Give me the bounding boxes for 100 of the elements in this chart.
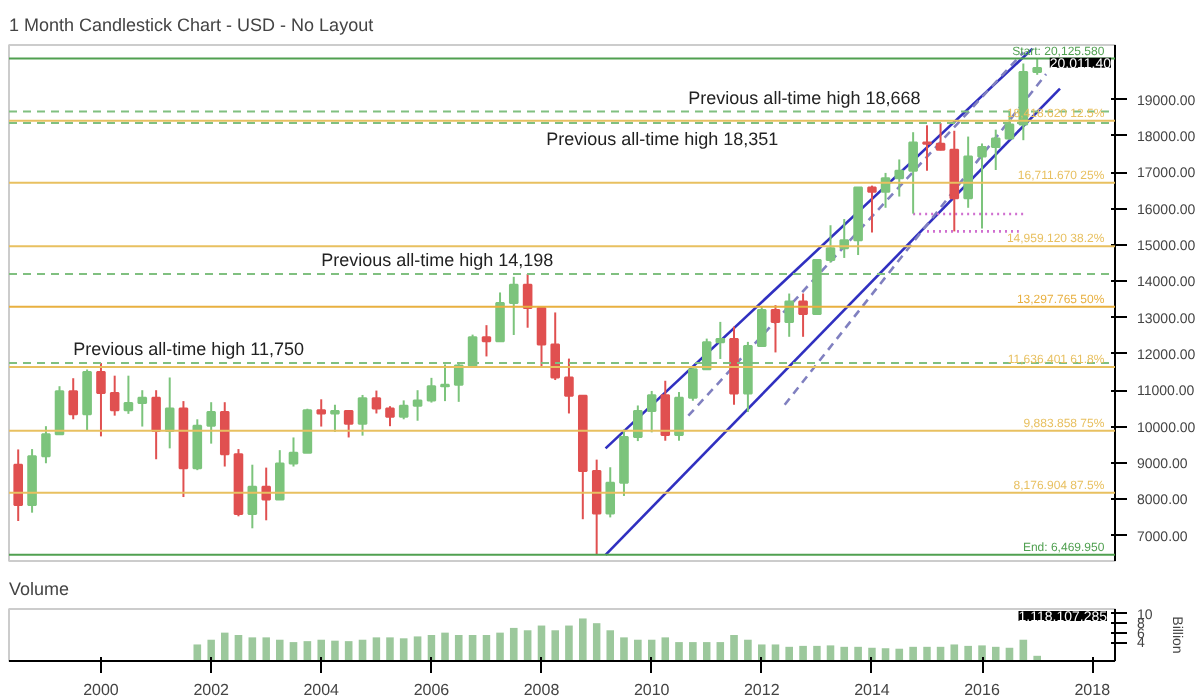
candlestick [123,374,134,415]
candlestick [674,391,684,442]
x-tick-label: 2000 [83,681,120,699]
candlestick [82,368,92,432]
candlestick [591,458,602,556]
bar [509,627,518,661]
chart-title: 1 Month Candlestick Chart - USD - No Layout [9,15,375,35]
candlestick [206,401,216,445]
bar [744,639,752,661]
candlestick [619,428,629,497]
candlestick [302,407,313,454]
x-tick-label: 2004 [303,681,341,699]
candlestick [770,304,781,354]
bar [634,639,642,661]
candlestick [990,128,1001,171]
candlestick [688,365,698,402]
candlestick [151,389,161,461]
candlestick [275,449,285,501]
candlestick [137,389,148,428]
candlestick [316,398,326,428]
bar [840,646,849,661]
bar [592,623,601,661]
candlestick [426,376,437,404]
annotation: Previous all-time high 14,198 [321,250,554,270]
bar [399,638,408,661]
candlestick [633,404,643,443]
x-tick-label: 2010 [633,681,671,699]
candlestick [867,184,877,234]
candlestick [605,466,616,519]
bar [813,645,821,661]
candlestick [357,393,368,437]
bar [454,635,463,661]
candlestick [54,385,65,436]
bar [523,630,532,661]
candlestick [894,158,905,198]
candlestick [412,389,423,422]
candlestick [219,401,230,468]
candlestick [96,361,106,438]
candlestick [784,292,795,338]
candlestick [288,436,299,468]
candlestick [109,374,120,417]
x-tick-label: 2012 [743,681,781,699]
candlestick [68,377,79,421]
candlestick [715,320,726,360]
x-tick-label: 2002 [193,681,231,699]
x-tick-label: 2008 [523,681,561,699]
bar [689,642,697,661]
candlestick [41,425,51,465]
bar [372,637,381,661]
candlestick [330,403,340,433]
bar [262,637,270,661]
bar [799,645,807,661]
candlestick [977,142,987,230]
bar [220,632,229,661]
annotation: Previous all-time high 18,668 [688,87,921,108]
candlestick [371,389,382,415]
x-tick-label: 2014 [854,681,891,699]
bar [909,646,917,661]
candlestick [261,466,271,522]
bar [606,630,615,661]
bar [661,637,670,661]
candlestick [825,224,836,264]
bar [276,639,284,661]
bar [895,648,904,661]
bar [578,618,587,661]
bar [386,637,394,661]
bar [207,639,215,661]
candlestick [756,306,767,348]
bar [331,640,339,661]
candlestick [646,389,657,434]
x-tick-label: 2018 [1074,681,1112,699]
candlestick [963,135,973,209]
bar [978,645,986,661]
bar [496,632,504,661]
bar [854,646,862,661]
candlestick [192,418,203,472]
candlestick [13,448,24,523]
bar [675,642,683,661]
candlestick [660,379,671,442]
bar [565,625,573,661]
bar [868,647,876,661]
candlestick [564,357,574,415]
candlestick [164,376,175,450]
bar [730,635,738,661]
bar [991,646,1000,661]
bar [193,644,202,661]
bar [785,646,794,661]
bar [317,639,325,661]
candlestick [481,324,492,358]
x-tick-label: 2016 [964,681,1001,699]
candlestick [343,409,354,439]
candlestick [922,124,932,172]
candlestick [398,399,409,421]
bar [757,644,766,661]
bar [482,635,491,661]
annotation: Previous all-time high 11,750 [73,338,305,359]
candlestick [495,291,505,343]
bar [771,644,780,661]
bar [551,630,559,661]
bar [620,637,628,661]
